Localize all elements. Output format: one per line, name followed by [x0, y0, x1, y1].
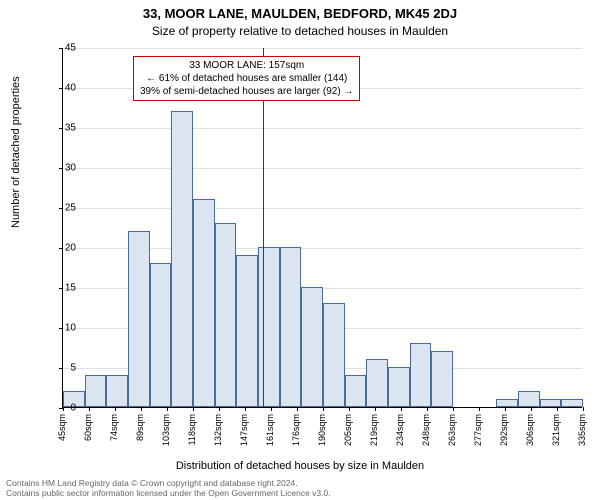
xtick-mark: [479, 407, 480, 411]
xtick-mark: [557, 407, 558, 411]
ytick-label: 40: [65, 83, 76, 94]
annotation-line2: ← 61% of detached houses are smaller (14…: [140, 72, 353, 85]
title-sub: Size of property relative to detached ho…: [0, 24, 600, 38]
histogram-bar: [410, 343, 432, 407]
ytick-label: 45: [65, 43, 76, 54]
xtick-mark: [141, 407, 142, 411]
histogram-bar: [128, 231, 150, 407]
histogram-bar: [345, 375, 367, 407]
ytick-mark: [59, 168, 63, 169]
xtick-label: 219sqm: [369, 414, 379, 446]
xtick-mark: [453, 407, 454, 411]
xtick-label: 321sqm: [551, 414, 561, 446]
xtick-label: 335sqm: [577, 414, 587, 446]
histogram-bar: [171, 111, 193, 407]
xtick-label: 161sqm: [265, 414, 275, 446]
ytick-label: 5: [70, 363, 76, 374]
xtick-mark: [271, 407, 272, 411]
histogram-bar: [150, 263, 172, 407]
xtick-mark: [219, 407, 220, 411]
ytick-mark: [59, 288, 63, 289]
xtick-mark: [193, 407, 194, 411]
xtick-mark: [349, 407, 350, 411]
xtick-mark: [245, 407, 246, 411]
xtick-label: 190sqm: [317, 414, 327, 446]
histogram-bar: [518, 391, 540, 407]
histogram-bar: [496, 399, 518, 407]
histogram-bar: [561, 399, 583, 407]
ytick-label: 30: [65, 163, 76, 174]
xtick-label: 118sqm: [187, 414, 197, 445]
xtick-mark: [427, 407, 428, 411]
xtick-label: 234sqm: [395, 414, 405, 446]
xtick-mark: [167, 407, 168, 411]
ytick-mark: [59, 48, 63, 49]
histogram-bar: [85, 375, 107, 407]
xtick-mark: [297, 407, 298, 411]
footer-line2: Contains public sector information licen…: [6, 488, 331, 498]
histogram-bar: [323, 303, 345, 407]
x-axis-label: Distribution of detached houses by size …: [0, 460, 600, 472]
xtick-label: 292sqm: [499, 414, 509, 446]
xtick-label: 147sqm: [239, 414, 249, 446]
ytick-mark: [59, 88, 63, 89]
xtick-label: 45sqm: [57, 414, 67, 441]
xtick-mark: [89, 407, 90, 411]
ytick-mark: [59, 208, 63, 209]
xtick-label: 205sqm: [343, 414, 353, 446]
xtick-label: 277sqm: [473, 414, 483, 446]
ytick-label: 35: [65, 123, 76, 134]
histogram-bar: [106, 375, 128, 407]
xtick-mark: [375, 407, 376, 411]
xtick-label: 60sqm: [83, 414, 93, 441]
gridline: [63, 128, 582, 129]
xtick-mark: [583, 407, 584, 411]
ytick-mark: [59, 368, 63, 369]
xtick-mark: [505, 407, 506, 411]
footer-line1: Contains HM Land Registry data © Crown c…: [6, 478, 331, 488]
xtick-mark: [115, 407, 116, 411]
histogram-bar: [258, 247, 280, 407]
xtick-label: 263sqm: [447, 414, 457, 446]
histogram-bar: [366, 359, 388, 407]
histogram-bar: [215, 223, 237, 407]
xtick-label: 248sqm: [421, 414, 431, 446]
histogram-bar: [193, 199, 215, 407]
ytick-label: 0: [70, 403, 76, 414]
chart-area: 33 MOOR LANE: 157sqm← 61% of detached ho…: [62, 48, 582, 408]
annotation-line1: 33 MOOR LANE: 157sqm: [140, 59, 353, 72]
gridline: [63, 48, 582, 49]
ytick-label: 15: [65, 283, 76, 294]
ytick-label: 10: [65, 323, 76, 334]
title-main: 33, MOOR LANE, MAULDEN, BEDFORD, MK45 2D…: [0, 6, 600, 21]
footer-attribution: Contains HM Land Registry data © Crown c…: [6, 478, 331, 498]
ytick-mark: [59, 128, 63, 129]
histogram-bar: [540, 399, 562, 407]
xtick-mark: [531, 407, 532, 411]
y-axis-label: Number of detached properties: [10, 76, 22, 228]
xtick-label: 306sqm: [525, 414, 535, 446]
ytick-label: 25: [65, 203, 76, 214]
gridline: [63, 208, 582, 209]
marker-line: [263, 48, 264, 407]
xtick-mark: [401, 407, 402, 411]
histogram-bar: [236, 255, 258, 407]
xtick-mark: [63, 407, 64, 411]
xtick-label: 132sqm: [213, 414, 223, 446]
gridline: [63, 168, 582, 169]
xtick-label: 74sqm: [109, 414, 119, 441]
histogram-bar: [431, 351, 453, 407]
xtick-mark: [323, 407, 324, 411]
histogram-bar: [388, 367, 410, 407]
annotation-line3: 39% of semi-detached houses are larger (…: [140, 85, 353, 98]
ytick-label: 20: [65, 243, 76, 254]
annotation-box: 33 MOOR LANE: 157sqm← 61% of detached ho…: [133, 56, 360, 101]
histogram-bar: [301, 287, 323, 407]
ytick-mark: [59, 248, 63, 249]
xtick-label: 176sqm: [291, 414, 301, 446]
xtick-label: 89sqm: [135, 414, 145, 441]
histogram-bar: [280, 247, 302, 407]
xtick-label: 103sqm: [161, 414, 171, 446]
ytick-mark: [59, 328, 63, 329]
